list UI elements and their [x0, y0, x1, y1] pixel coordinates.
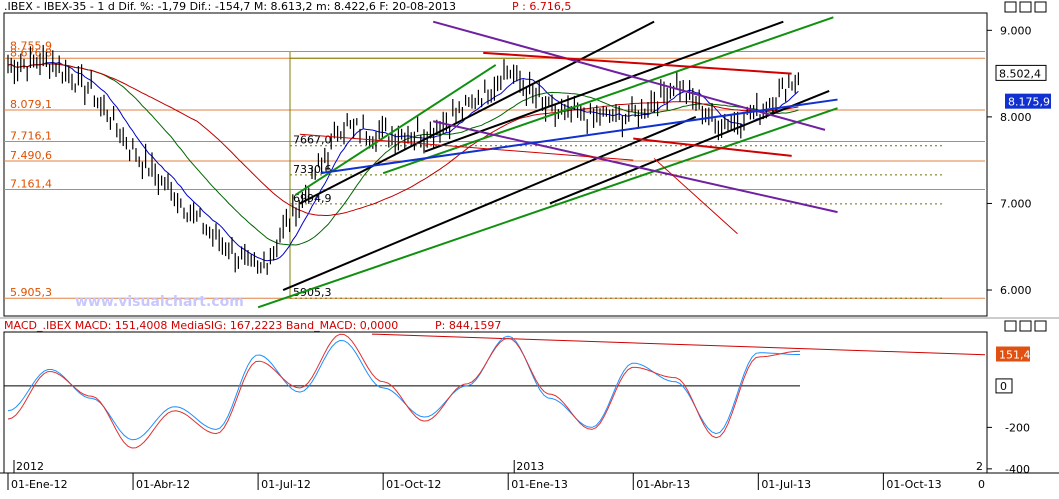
sma-mid-line [7, 63, 799, 246]
time-axis: 01-Ene-12 01-Abr-12 01-Jul-12 01-Oct-12 01-E… [7, 460, 985, 491]
trend-lines[interactable] [257, 16, 838, 309]
level-label: 7.161,4 [10, 177, 52, 190]
purple-trend-2 [432, 120, 838, 214]
minimize-icon[interactable] [1004, 320, 1017, 332]
price-axis: 9.000 8.000 7.000 6.000 8.502,4 8.175,9 [987, 24, 1051, 297]
level-label: 8.079,1 [10, 98, 52, 111]
channel-black-lower2 [549, 89, 830, 205]
signal-line [7, 333, 801, 449]
price-pane-frame [3, 12, 988, 317]
channel-green-lower [257, 107, 838, 309]
level-label: 7.716,1 [10, 129, 52, 142]
current-price-box [995, 64, 1047, 81]
red-trend-1 [483, 51, 792, 75]
zero-box [995, 378, 1013, 394]
macd-y-tick-label: -400 [1005, 463, 1030, 476]
macd-axis: -200 -400 0 151,4 [987, 346, 1031, 476]
zero-label: 0 [1000, 380, 1007, 393]
purple-trend-1 [432, 20, 826, 131]
level-label: 7.490,6 [10, 149, 52, 162]
x-tick-label: 01-Jul-13 [761, 478, 811, 491]
price-header: .IBEX - IBEX-35 - 1 d Dif. %: -1,79 Dif.… [4, 0, 456, 13]
y-tick-label: 9.000 [1000, 24, 1032, 37]
channel-green-upper2 [382, 16, 834, 175]
price-header-p: P : 6.716,5 [512, 0, 571, 13]
price-bars [7, 44, 800, 275]
minimize-icon[interactable] [1004, 1, 1017, 13]
channel-black-upper2 [424, 20, 784, 153]
level-label: 5.905,3 [10, 286, 52, 299]
close-icon[interactable] [1034, 1, 1047, 13]
macd-y-tick-label: -200 [1005, 421, 1030, 434]
macd-trend-line [371, 333, 986, 356]
channel-green-upper [295, 64, 497, 196]
x-tick-label: 01-Jul-12 [261, 478, 311, 491]
x-tick-label: 01-Ene-13 [511, 478, 568, 491]
red-trend-2 [633, 137, 792, 157]
pane-controls-macd[interactable] [1004, 320, 1047, 332]
sma-price-label: 8.175,9 [1008, 96, 1050, 109]
x-tick-label: 01-Abr-12 [136, 478, 190, 491]
channel-black-upper [299, 20, 655, 205]
year-label: 2012 [16, 460, 44, 473]
x-tick-label: 01-Ene-12 [11, 478, 68, 491]
x-tick-label: 01-Oct-12 [386, 478, 441, 491]
macd-line [7, 335, 800, 441]
maximize-icon[interactable] [1019, 320, 1032, 332]
macd-series [4, 333, 986, 449]
maximize-icon[interactable] [1019, 1, 1032, 13]
close-icon[interactable] [1034, 320, 1047, 332]
channel-black-lower [282, 115, 697, 291]
macd-value-box [996, 346, 1030, 362]
sma-price-box [1005, 93, 1051, 109]
level-label: 8.755,9 [10, 39, 52, 52]
y-tick-label: 8.000 [1000, 111, 1032, 124]
macd-value-label: 151,4 [999, 349, 1031, 362]
x-tick-label: 01-Oct-13 [886, 478, 941, 491]
y-tick-label: 7.000 [1000, 197, 1032, 210]
axis-corner-right: 0 [978, 478, 985, 491]
macd-header: MACD_.IBEX MACD: 151,4008 MediaSIG: 167,… [4, 319, 398, 332]
year-label: 2013 [516, 460, 544, 473]
fib-label: 7667,0 [293, 134, 332, 147]
current-price-label: 8.502,4 [999, 67, 1041, 80]
red-trend-4 [299, 133, 634, 161]
watermark: www.visualchart.com [75, 294, 244, 310]
blue-trend [320, 98, 838, 175]
pane-controls-top[interactable] [1004, 1, 1047, 13]
macd-header-p: P: 844,1597 [435, 319, 501, 332]
x-tick-label: 01-Abr-13 [636, 478, 690, 491]
y-tick-label: 6.000 [1000, 284, 1032, 297]
red-trend-3 [653, 158, 738, 235]
fib-label: 5905,3 [293, 286, 332, 299]
axis-corner-left: 2 [976, 460, 983, 473]
